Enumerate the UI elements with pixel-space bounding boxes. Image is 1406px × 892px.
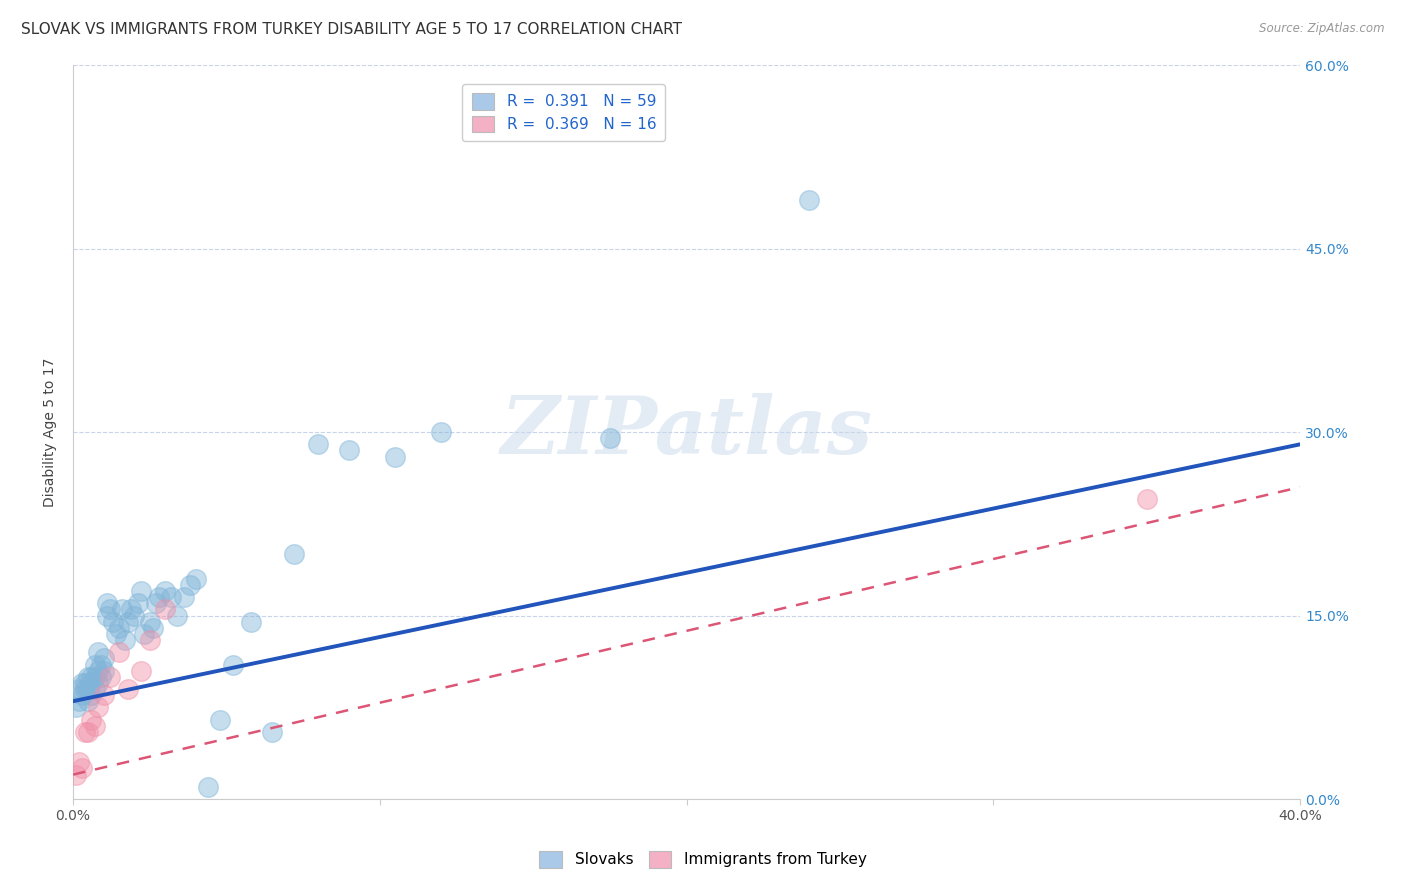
- Point: [67, 756, 90, 770]
- Point: [83, 681, 105, 696]
- Point: [117, 681, 139, 696]
- Point: [283, 548, 305, 562]
- Point: [77, 670, 100, 684]
- Text: ZIPatlas: ZIPatlas: [501, 393, 873, 471]
- Point: [80, 670, 103, 684]
- Point: [184, 572, 207, 586]
- Point: [83, 719, 105, 733]
- Point: [98, 602, 121, 616]
- Text: Source: ZipAtlas.com: Source: ZipAtlas.com: [1260, 22, 1385, 36]
- Point: [114, 633, 136, 648]
- Point: [67, 694, 90, 708]
- Point: [77, 681, 100, 696]
- Point: [72, 676, 94, 690]
- Point: [153, 584, 176, 599]
- Point: [160, 591, 183, 605]
- Point: [90, 657, 112, 672]
- Point: [166, 608, 188, 623]
- Point: [90, 670, 112, 684]
- Point: [86, 645, 108, 659]
- Point: [120, 602, 142, 616]
- Point: [129, 664, 152, 678]
- Point: [132, 627, 155, 641]
- Point: [77, 694, 100, 708]
- Point: [83, 657, 105, 672]
- Point: [93, 664, 115, 678]
- Point: [127, 596, 149, 610]
- Point: [117, 615, 139, 629]
- Point: [105, 627, 128, 641]
- Point: [65, 700, 87, 714]
- Point: [72, 762, 94, 776]
- Point: [384, 450, 406, 464]
- Point: [799, 193, 821, 207]
- Point: [93, 651, 115, 665]
- Point: [599, 431, 621, 445]
- Point: [65, 767, 87, 781]
- Legend: R =  0.391   N = 59, R =  0.369   N = 16: R = 0.391 N = 59, R = 0.369 N = 16: [463, 84, 665, 142]
- Point: [96, 608, 118, 623]
- Point: [1136, 492, 1159, 507]
- Point: [221, 657, 243, 672]
- Point: [308, 437, 330, 451]
- Point: [173, 591, 195, 605]
- Point: [80, 688, 103, 702]
- Point: [75, 724, 97, 739]
- Point: [96, 596, 118, 610]
- Y-axis label: Disability Age 5 to 17: Disability Age 5 to 17: [44, 358, 58, 507]
- Point: [430, 425, 453, 439]
- Point: [80, 676, 103, 690]
- Point: [75, 681, 97, 696]
- Point: [197, 780, 219, 794]
- Point: [111, 602, 134, 616]
- Point: [148, 591, 170, 605]
- Point: [93, 688, 115, 702]
- Point: [83, 670, 105, 684]
- Point: [98, 670, 121, 684]
- Point: [240, 615, 263, 629]
- Point: [179, 578, 201, 592]
- Point: [153, 602, 176, 616]
- Point: [337, 443, 360, 458]
- Point: [108, 645, 131, 659]
- Point: [101, 615, 124, 629]
- Point: [72, 688, 94, 702]
- Point: [209, 713, 232, 727]
- Point: [86, 664, 108, 678]
- Point: [139, 633, 162, 648]
- Point: [129, 584, 152, 599]
- Point: [67, 681, 90, 696]
- Point: [142, 621, 165, 635]
- Point: [145, 596, 167, 610]
- Point: [124, 608, 146, 623]
- Point: [86, 700, 108, 714]
- Text: SLOVAK VS IMMIGRANTS FROM TURKEY DISABILITY AGE 5 TO 17 CORRELATION CHART: SLOVAK VS IMMIGRANTS FROM TURKEY DISABIL…: [21, 22, 682, 37]
- Point: [86, 676, 108, 690]
- Point: [77, 724, 100, 739]
- Legend: Slovaks, Immigrants from Turkey: Slovaks, Immigrants from Turkey: [533, 845, 873, 873]
- Point: [139, 615, 162, 629]
- Point: [262, 724, 284, 739]
- Point: [80, 713, 103, 727]
- Point: [108, 621, 131, 635]
- Point: [75, 676, 97, 690]
